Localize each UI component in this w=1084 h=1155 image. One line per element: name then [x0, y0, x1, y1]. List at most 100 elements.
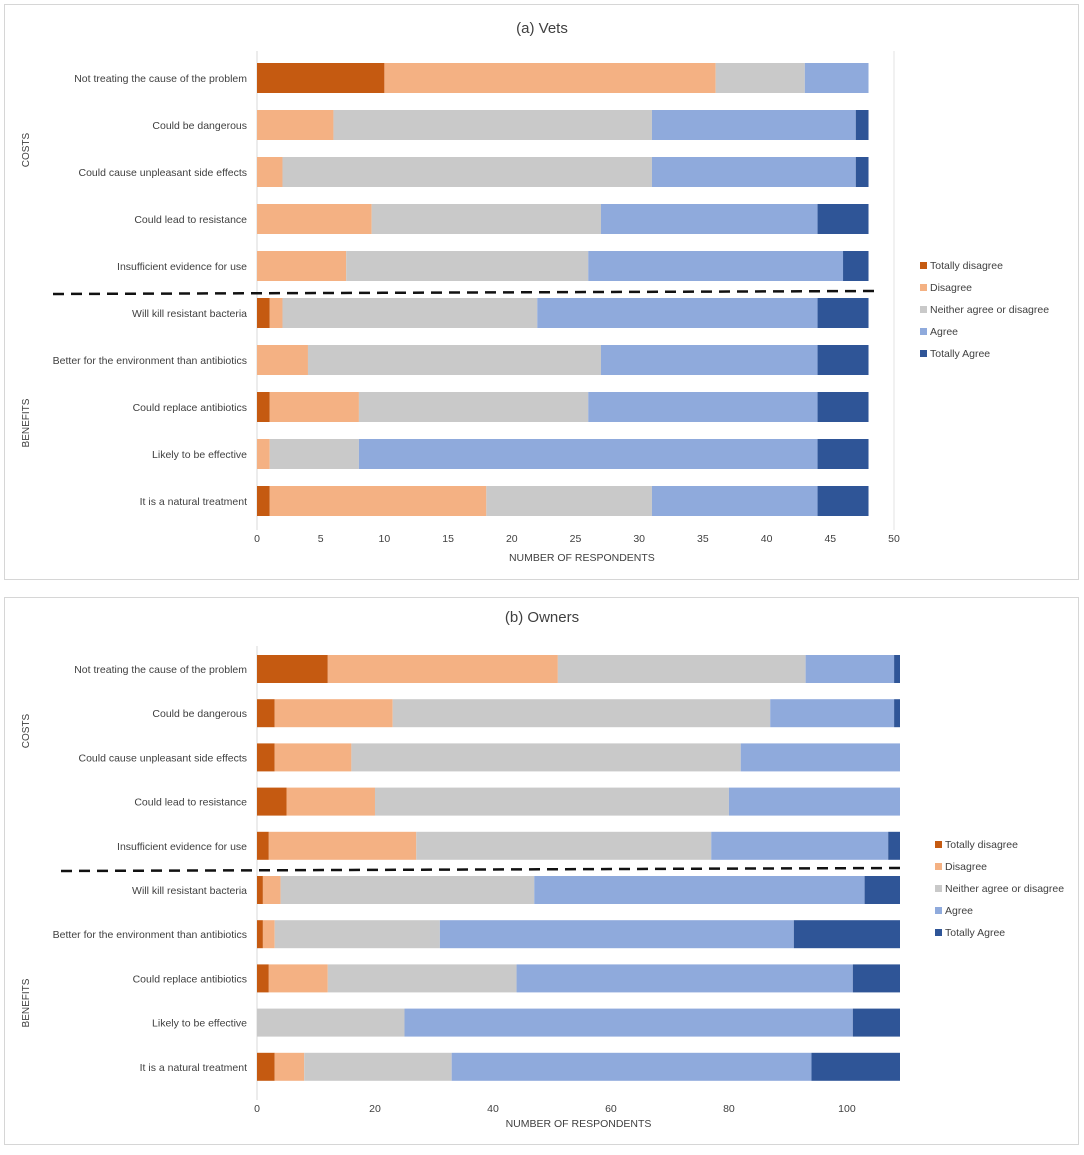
bar-will-kill-resistant-bacteria-totally-agree: [864, 876, 900, 904]
bar-could-cause-unpleasant-side-effects-totally-disagree: [257, 743, 275, 772]
group-label-benefits: BENEFITS: [21, 398, 32, 447]
x-axis-title: NUMBER OF RESPONDENTS: [506, 1118, 652, 1130]
bar-could-be-dangerous-neither-agree-or-disagree: [392, 699, 771, 728]
x-tick-label-0: 0: [254, 533, 260, 545]
legend-swatch-totally-disagree: [935, 841, 942, 848]
bar-could-lead-to-resistance-totally-disagree: [257, 787, 287, 816]
legend-swatch-neither-agree-or-disagree: [920, 306, 927, 313]
bar-could-cause-unpleasant-side-effects-agree: [740, 743, 900, 772]
category-label-will-kill-resistant-bacteria: Will kill resistant bacteria: [132, 308, 247, 320]
bar-insufficient-evidence-for-use-neither-agree-or-disagree: [416, 831, 712, 860]
bar-could-be-dangerous-totally-agree: [894, 699, 900, 728]
bar-will-kill-resistant-bacteria-neither-agree-or-disagree: [280, 876, 535, 904]
bar-could-be-dangerous-disagree: [257, 110, 334, 140]
vets-chart: (a) Vets Not treating the cause of the pr…: [21, 20, 1049, 564]
x-tick-label-0: 0: [254, 1103, 260, 1115]
category-label-could-replace-antibiotics: Could replace antibiotics: [133, 973, 247, 985]
x-tick-label-80: 80: [723, 1103, 735, 1115]
costs-benefits-divider: [60, 866, 901, 873]
x-tick-label-20: 20: [506, 533, 518, 545]
bar-better-for-the-environment-than-antibiotics-disagree: [257, 345, 308, 375]
category-label-could-replace-antibiotics: Could replace antibiotics: [133, 402, 247, 414]
bar-it-is-a-natural-treatment-totally-agree: [817, 486, 869, 516]
bar-insufficient-evidence-for-use-neither-agree-or-disagree: [346, 251, 589, 281]
legend-label-agree: Agree: [930, 326, 958, 338]
bar-insufficient-evidence-for-use-agree: [588, 251, 844, 281]
bar-it-is-a-natural-treatment-totally-disagree: [257, 486, 270, 516]
bar-it-is-a-natural-treatment-totally-disagree: [257, 1052, 275, 1081]
group-label-costs: COSTS: [21, 713, 32, 748]
bar-could-be-dangerous-agree: [651, 110, 856, 140]
bar-could-replace-antibiotics-totally-agree: [852, 964, 900, 993]
bar-better-for-the-environment-than-antibiotics-neither-agree-or-disagree: [274, 920, 440, 949]
bar-likely-to-be-effective-totally-agree: [817, 439, 869, 469]
bar-likely-to-be-effective-neither-agree-or-disagree: [257, 1008, 405, 1037]
bar-could-lead-to-resistance-disagree: [286, 787, 375, 816]
bar-could-cause-unpleasant-side-effects-disagree: [274, 743, 352, 772]
x-tick-label-15: 15: [442, 533, 454, 545]
x-axis-title: NUMBER OF RESPONDENTS: [509, 552, 655, 564]
x-tick-label-20: 20: [369, 1103, 381, 1115]
bar-could-lead-to-resistance-neither-agree-or-disagree: [374, 787, 729, 816]
bar-will-kill-resistant-bacteria-totally-agree: [817, 298, 869, 328]
bar-insufficient-evidence-for-use-disagree: [268, 831, 417, 860]
bar-not-treating-the-cause-of-the-problem-totally-agree: [894, 655, 900, 683]
bar-insufficient-evidence-for-use-totally-agree: [843, 251, 869, 281]
bar-better-for-the-environment-than-antibiotics-agree: [600, 345, 818, 375]
bar-could-replace-antibiotics-totally-disagree: [257, 392, 270, 422]
bar-it-is-a-natural-treatment-disagree: [269, 486, 487, 516]
bar-not-treating-the-cause-of-the-problem-neither-agree-or-disagree: [557, 655, 806, 683]
legend-label-totally-disagree: Totally disagree: [930, 260, 1003, 272]
category-label-better-for-the-environment-than-antibiotics: Better for the environment than antibiot…: [53, 355, 247, 367]
x-tick-label-60: 60: [605, 1103, 617, 1115]
bar-it-is-a-natural-treatment-neither-agree-or-disagree: [304, 1052, 452, 1081]
bar-could-be-dangerous-totally-agree: [855, 110, 869, 140]
bar-could-lead-to-resistance-disagree: [257, 204, 372, 234]
category-label-insufficient-evidence-for-use: Insufficient evidence for use: [117, 261, 247, 273]
category-label-could-be-dangerous: Could be dangerous: [152, 120, 247, 132]
x-tick-label-35: 35: [697, 533, 709, 545]
legend-label-totally-agree: Totally Agree: [945, 927, 1005, 939]
bar-could-cause-unpleasant-side-effects-agree: [651, 157, 856, 187]
bar-not-treating-the-cause-of-the-problem-totally-disagree: [257, 63, 385, 93]
bar-not-treating-the-cause-of-the-problem-totally-disagree: [257, 655, 328, 683]
group-label-benefits: BENEFITS: [21, 978, 32, 1027]
category-label-could-be-dangerous: Could be dangerous: [152, 708, 247, 720]
category-label-it-is-a-natural-treatment: It is a natural treatment: [140, 1062, 247, 1074]
x-tick-label-40: 40: [487, 1103, 499, 1115]
bar-could-lead-to-resistance-agree: [728, 787, 900, 816]
x-tick-label-5: 5: [318, 533, 324, 545]
bar-will-kill-resistant-bacteria-agree: [534, 876, 865, 904]
category-label-could-cause-unpleasant-side-effects: Could cause unpleasant side effects: [78, 167, 247, 179]
x-tick-label-45: 45: [824, 533, 836, 545]
bar-insufficient-evidence-for-use-disagree: [257, 251, 347, 281]
owners-chart: (b) Owners Not treating the cause of the …: [21, 609, 1064, 1130]
legend-swatch-totally-disagree: [920, 262, 927, 269]
legend-swatch-neither-agree-or-disagree: [935, 885, 942, 892]
bar-not-treating-the-cause-of-the-problem-agree: [805, 655, 895, 683]
legend-swatch-totally-agree: [935, 929, 942, 936]
bar-could-be-dangerous-agree: [770, 699, 895, 728]
bar-could-cause-unpleasant-side-effects-totally-agree: [855, 157, 869, 187]
legend-swatch-agree: [920, 328, 927, 335]
legend-swatch-agree: [935, 907, 942, 914]
legend-label-totally-agree: Totally Agree: [930, 348, 990, 360]
category-label-insufficient-evidence-for-use: Insufficient evidence for use: [117, 841, 247, 853]
bar-not-treating-the-cause-of-the-problem-disagree: [327, 655, 558, 683]
category-label-not-treating-the-cause-of-the-problem: Not treating the cause of the problem: [74, 664, 247, 676]
bar-insufficient-evidence-for-use-totally-agree: [888, 831, 900, 860]
x-tick-label-30: 30: [633, 533, 645, 545]
bar-could-lead-to-resistance-totally-agree: [817, 204, 869, 234]
legend-swatch-totally-agree: [920, 350, 927, 357]
bar-it-is-a-natural-treatment-neither-agree-or-disagree: [486, 486, 652, 516]
x-tick-label-25: 25: [570, 533, 582, 545]
category-label-not-treating-the-cause-of-the-problem: Not treating the cause of the problem: [74, 73, 247, 85]
legend-swatch-disagree: [920, 284, 927, 291]
bar-will-kill-resistant-bacteria-disagree: [262, 876, 281, 904]
legend-swatch-disagree: [935, 863, 942, 870]
bar-could-replace-antibiotics-totally-disagree: [257, 964, 269, 993]
bar-likely-to-be-effective-agree: [404, 1008, 853, 1037]
bar-could-lead-to-resistance-neither-agree-or-disagree: [371, 204, 601, 234]
bar-better-for-the-environment-than-antibiotics-disagree: [262, 920, 275, 949]
legend-label-neither-agree-or-disagree: Neither agree or disagree: [945, 883, 1064, 895]
